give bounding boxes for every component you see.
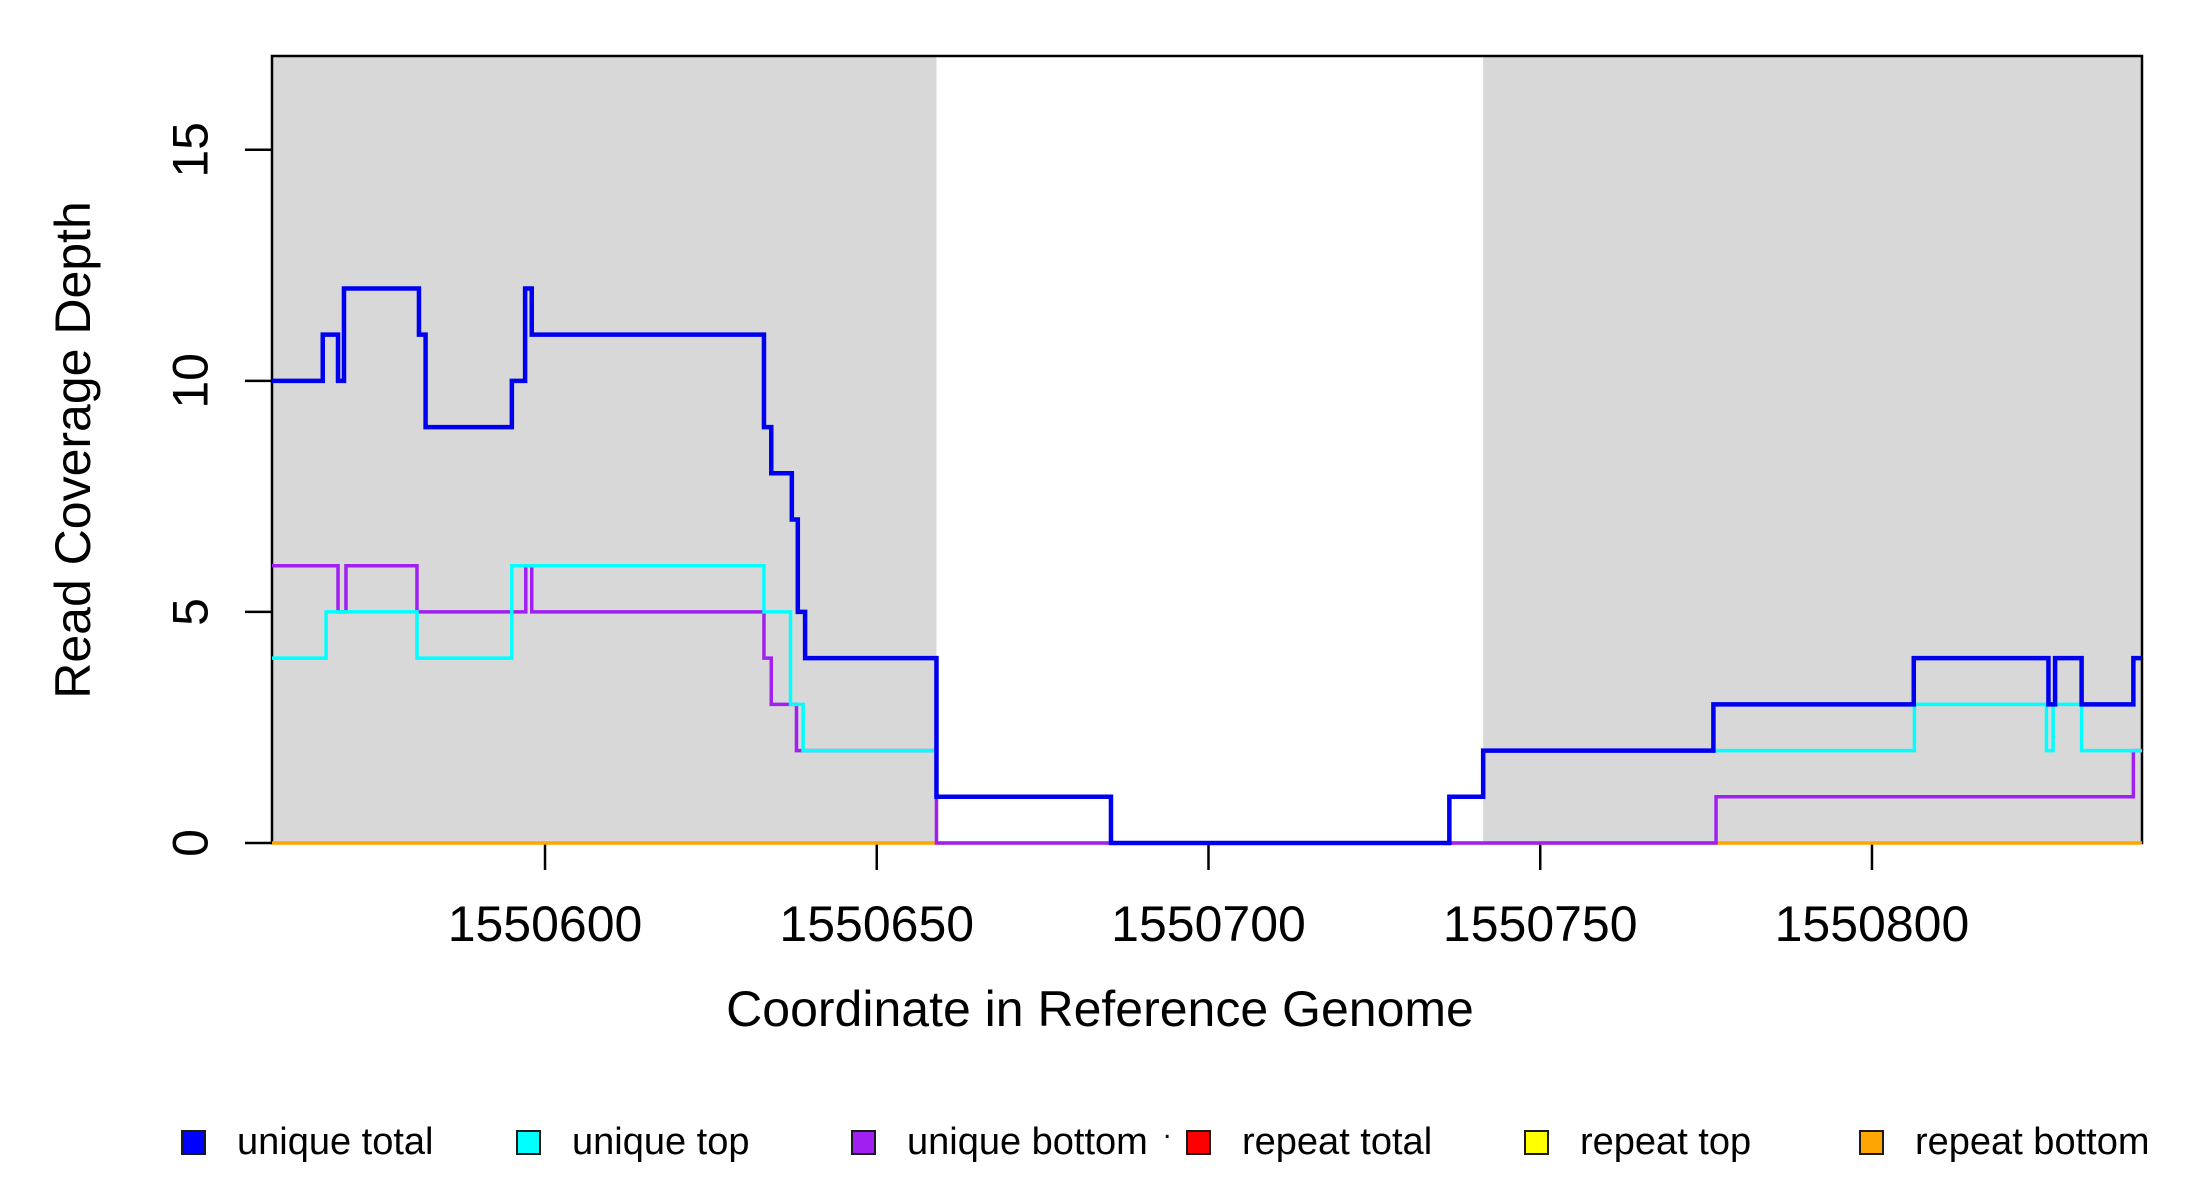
y-tick-label: 0: [163, 829, 219, 857]
y-tick-label: 10: [163, 353, 219, 409]
y-axis-title: Read Coverage Depth: [45, 201, 101, 699]
y-tick-label: 15: [163, 122, 219, 178]
x-tick-label: 1550700: [1111, 896, 1306, 952]
series-line-unique-bottom: [272, 563, 2142, 845]
repeat-region-band: [1483, 56, 2142, 843]
x-tick-label: 1550650: [779, 896, 974, 952]
repeat-region-band: [272, 56, 937, 843]
x-tick-label: 1550750: [1443, 896, 1638, 952]
x-tick-label: 1550600: [448, 896, 643, 952]
x-axis-title: Coordinate in Reference Genome: [726, 981, 1474, 1037]
series-line-unique-total: [272, 286, 2142, 846]
stray-dot-mark: .: [1163, 1112, 1172, 1145]
x-tick-label: 1550800: [1775, 896, 1970, 952]
y-tick-label: 5: [163, 598, 219, 626]
